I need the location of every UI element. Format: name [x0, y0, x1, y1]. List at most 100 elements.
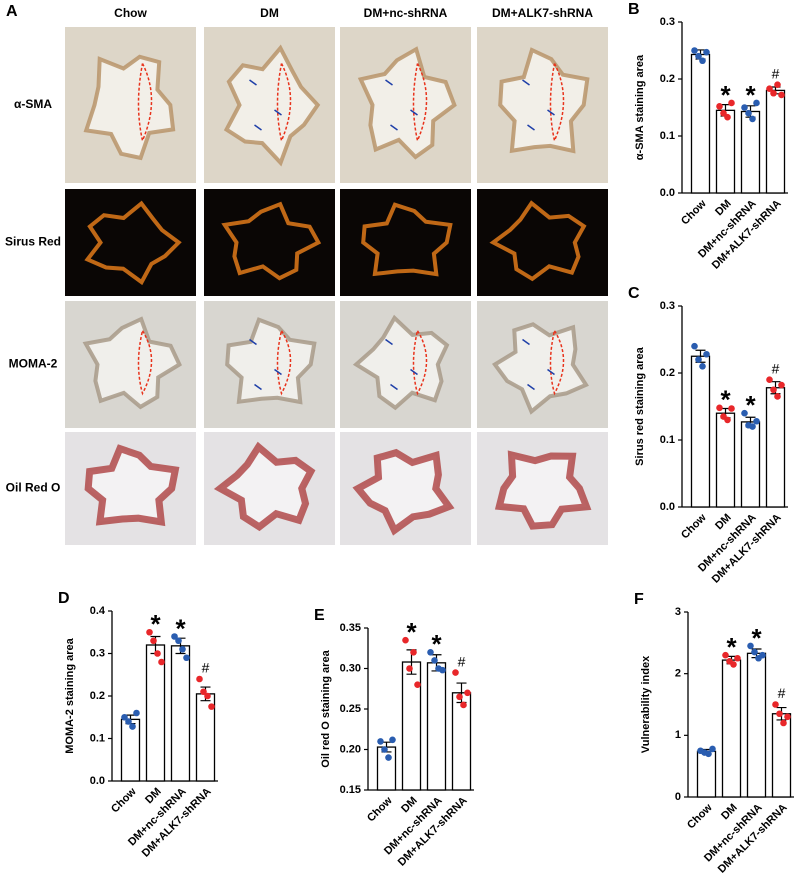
vessel-outline [352, 448, 455, 536]
row-label: Sirus Red [5, 235, 61, 249]
data-point [150, 637, 157, 645]
data-point [385, 754, 392, 761]
data-point [770, 89, 777, 97]
data-point [183, 654, 190, 662]
plaque-outline [137, 63, 153, 143]
bar [376, 746, 397, 791]
data-point [691, 342, 698, 350]
data-point [154, 650, 161, 657]
bar [690, 355, 711, 508]
arrow [527, 124, 535, 131]
data-point [772, 701, 779, 708]
data-point [776, 710, 783, 718]
data-point [129, 723, 136, 730]
vessel-outline [82, 316, 182, 410]
y-tick-label: 3 [675, 606, 681, 618]
data-point [753, 99, 760, 107]
bar [401, 661, 422, 791]
data-point [204, 692, 211, 700]
arrow [547, 368, 555, 376]
plaque-outline [412, 330, 428, 396]
data-point [724, 113, 731, 121]
arrow [274, 368, 282, 376]
data-point [439, 666, 446, 674]
data-point [724, 416, 731, 424]
y-axis-label: α-SMA staining area [634, 54, 646, 160]
x-tick-label: Chow [679, 197, 709, 227]
x-tick-label: DM [713, 198, 734, 219]
row-label: α-SMA [14, 97, 52, 111]
vessel-outline [352, 314, 450, 411]
data-point [728, 405, 735, 412]
data-point [158, 658, 165, 666]
panel-letter: E [314, 607, 325, 624]
data-point [778, 381, 785, 389]
x-tick-label: DM [143, 786, 164, 807]
bar [771, 713, 792, 798]
y-tick-label: 2 [675, 668, 681, 680]
arrow [254, 383, 262, 391]
data-point [774, 393, 781, 400]
panel-letter: D [58, 590, 70, 607]
data-point [464, 689, 471, 697]
significance-mark: * [726, 632, 737, 662]
data-point [121, 713, 128, 721]
data-point [741, 409, 748, 417]
data-point [753, 417, 760, 425]
significance-mark: * [745, 390, 756, 420]
arrow [410, 368, 418, 376]
data-point [720, 109, 727, 117]
y-tick-label: 0.0 [660, 187, 675, 199]
bar [715, 412, 736, 508]
plaque-outline [276, 330, 292, 396]
data-point [431, 657, 438, 664]
row-label: MOMA-2 [9, 357, 58, 371]
panel-letter: F [634, 591, 644, 608]
arrow [390, 383, 398, 391]
plaque-outline [137, 330, 153, 396]
significance-mark: * [406, 617, 417, 647]
data-point [778, 91, 785, 99]
data-point [381, 746, 388, 753]
data-point [784, 713, 791, 721]
bar [715, 109, 736, 194]
significance-mark: * [175, 613, 186, 643]
data-point [402, 636, 409, 644]
data-point [709, 745, 716, 753]
arrow [385, 338, 393, 346]
significance-mark: * [745, 80, 756, 110]
data-point [414, 681, 421, 688]
arrow [547, 109, 555, 116]
x-tick-label: Chow [109, 785, 139, 815]
bar [746, 652, 767, 798]
arrow [385, 79, 393, 86]
data-point [691, 47, 698, 54]
data-point [427, 649, 434, 656]
bar [721, 659, 742, 798]
data-point [699, 363, 706, 370]
y-tick-label: 0.0 [660, 501, 675, 513]
data-point [452, 669, 459, 676]
data-point [703, 350, 710, 358]
vessel-outline [223, 44, 321, 167]
y-tick-label: 1 [675, 729, 681, 741]
y-tick-label: 0.15 [340, 784, 361, 796]
vessel-outline [489, 200, 587, 282]
significance-mark: * [431, 629, 442, 659]
bar [690, 53, 711, 194]
x-tick-label: Chow [679, 511, 709, 541]
x-tick-label: DM [399, 795, 420, 816]
y-axis-label: Sirus red staining area [634, 346, 646, 465]
plaque-outline [276, 63, 292, 143]
arrow [249, 338, 257, 346]
significance-mark: * [751, 623, 762, 653]
data-point [766, 376, 773, 384]
bar [696, 750, 717, 798]
data-point [716, 103, 723, 110]
arrow [527, 383, 535, 391]
y-tick-label: 0.1 [660, 130, 675, 142]
data-point [460, 701, 467, 709]
y-tick-label: 0.1 [660, 434, 675, 446]
data-point [749, 115, 756, 123]
